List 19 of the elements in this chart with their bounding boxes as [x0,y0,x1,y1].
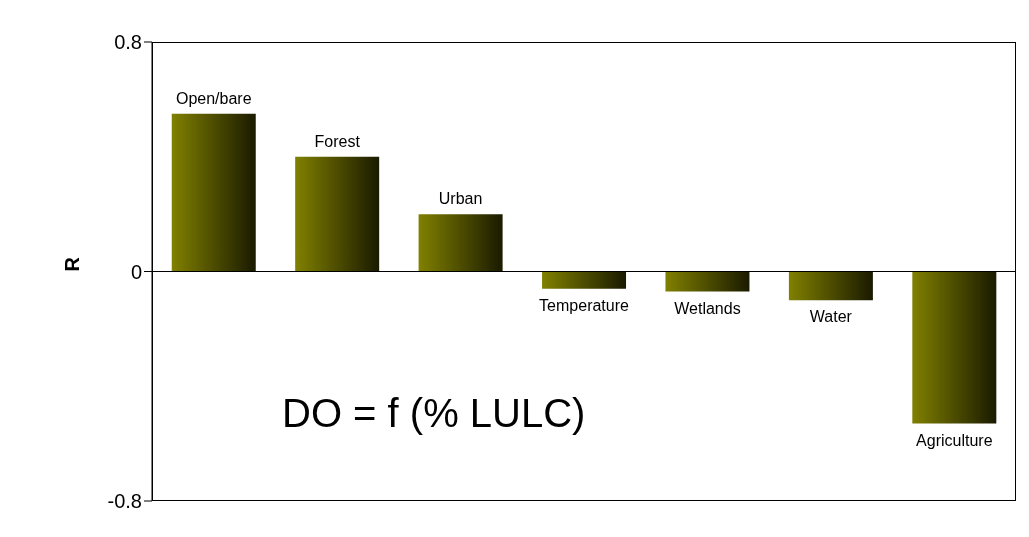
bar [788,271,873,301]
y-tick-label: -0.8 [107,490,142,513]
y-tick-label: 0 [130,260,142,283]
x-tick-label: Open/bare [175,89,252,107]
x-tick-label: Water [809,308,853,326]
bar [542,271,627,289]
bar [171,113,256,272]
x-tick-label: Forest [314,132,361,150]
bar [418,214,503,272]
y-axis-title: R [61,256,84,272]
x-tick-label: Agriculture [916,431,993,449]
annotation: DO = f (% LULC) [282,391,586,436]
x-tick-label: Temperature [539,296,630,314]
bar [665,271,750,292]
y-tick-label: 0.8 [114,31,142,54]
bar [295,156,380,272]
x-tick-label: Urban [438,190,483,208]
x-tick-label: Wetlands [674,299,741,317]
bar [912,271,997,424]
